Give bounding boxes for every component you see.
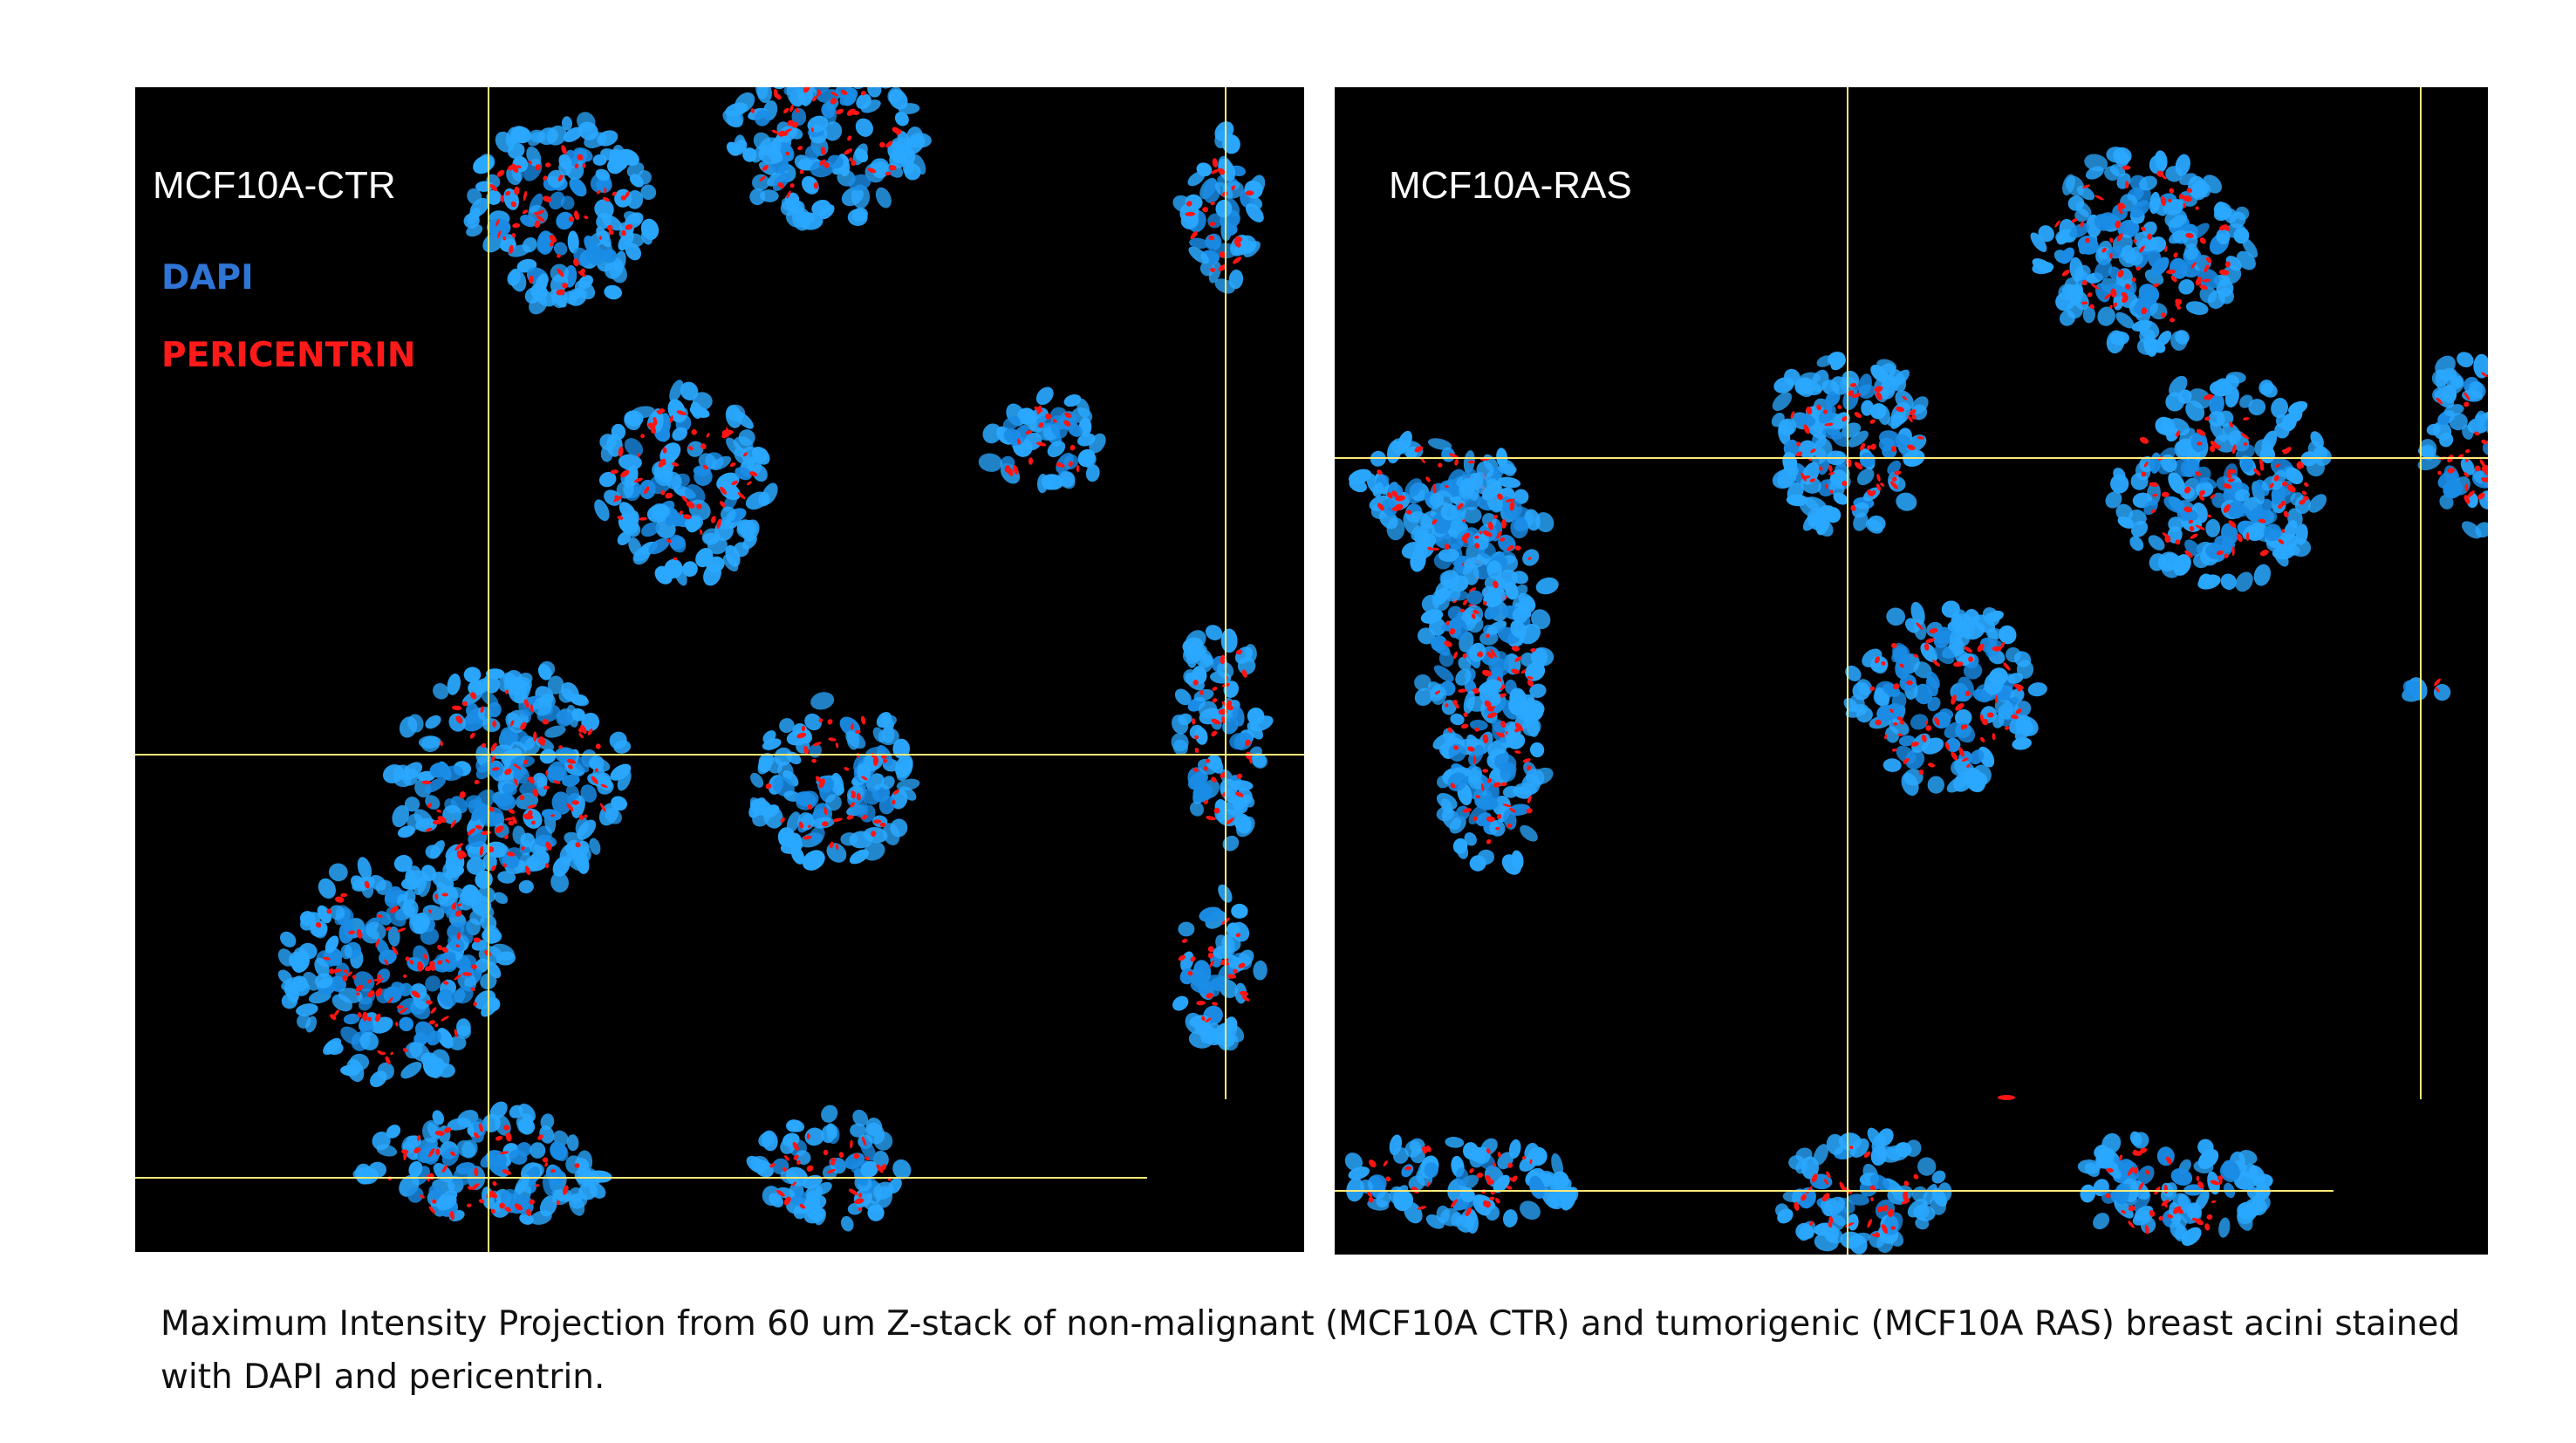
panel-mcf10a-ras: MCF10A-RAS <box>1335 87 2488 1255</box>
panel-label-ctr: MCF10A-CTR <box>153 164 396 207</box>
acinus-ctr-3 <box>1172 121 1266 294</box>
acinus-ras-1 <box>2030 147 2258 357</box>
acinus-ctr-5 <box>978 386 1106 494</box>
acinus-ctr-11 <box>352 1101 612 1225</box>
acinus-ras-11 <box>1344 1134 1579 1234</box>
acinus-ctr-7 <box>748 692 920 871</box>
acinus-ras-7 <box>2105 372 2332 592</box>
panel-mcf10a-ctr: MCF10A-CTR DAPI PERICENTRIN <box>135 87 1304 1252</box>
acinus-ctr-12 <box>746 1104 912 1232</box>
acinus-ctr-10 <box>1172 884 1268 1051</box>
acinus-ras-13 <box>2077 1131 2273 1246</box>
legend-dapi: DAPI <box>161 258 254 297</box>
figure-caption: Maximum Intensity Projection from 60 um … <box>161 1304 2461 1397</box>
micrograph-ras <box>1335 87 2488 1255</box>
acinus-ras-6 <box>1771 352 1929 537</box>
acinus-ras-12 <box>1775 1127 1952 1255</box>
legend-pericentrin: PERICENTRIN <box>161 336 416 375</box>
acinus-ctr-9 <box>277 854 516 1088</box>
acinus-ras-3 <box>1401 471 1559 632</box>
panel-label-ras: MCF10A-RAS <box>1389 164 1632 207</box>
acinus-ras-10 <box>2402 677 2451 702</box>
stray-pericentrin-spot <box>1998 1095 2015 1100</box>
acinus-ctr-4 <box>594 380 778 586</box>
acinus-ctr-2 <box>722 87 932 231</box>
acinus-ctr-1 <box>463 112 659 315</box>
acinus-ras-8 <box>2417 352 2488 539</box>
acinus-ctr-8 <box>1171 625 1274 851</box>
acinus-ras-5 <box>1436 679 1554 875</box>
micrograph-ctr <box>135 87 1304 1252</box>
acinus-ctr-6 <box>382 660 632 905</box>
acinus-ras-9 <box>1843 600 2047 797</box>
